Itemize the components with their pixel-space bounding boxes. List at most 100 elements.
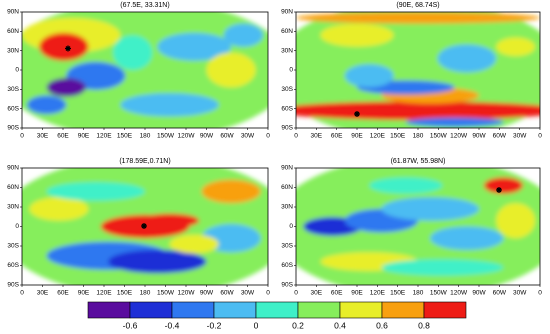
x-tick-label: 60W <box>493 290 507 297</box>
field-region <box>437 44 497 73</box>
star-marker <box>354 111 360 117</box>
field-region <box>39 32 89 61</box>
y-tick-label: 30S <box>7 243 19 250</box>
y-tick-label: 30S <box>281 86 293 93</box>
y-tick-label: 60S <box>281 105 293 112</box>
colorbar-label: 0.8 <box>418 320 430 330</box>
x-tick-label: 120E <box>96 290 112 297</box>
y-tick-label: 60N <box>281 28 293 35</box>
y-tick-label: 30N <box>7 204 19 211</box>
y-tick-label: 90N <box>281 9 293 16</box>
field-region <box>26 95 67 115</box>
x-tick-label: 90E <box>78 133 90 140</box>
x-tick-label: 60W <box>220 290 234 297</box>
x-tick-label: 150E <box>117 133 133 140</box>
field-region <box>29 197 89 221</box>
x-tick-label: 180 <box>140 290 151 297</box>
y-tick-label: 0 <box>289 223 293 230</box>
x-tick-label: 0 <box>20 133 24 140</box>
x-tick-label: 0 <box>266 290 270 297</box>
x-tick-label: 0 <box>266 133 270 140</box>
x-tick-label: 90W <box>200 133 214 140</box>
map-field <box>22 12 268 128</box>
x-tick-label: 0 <box>294 133 298 140</box>
field-region <box>223 23 264 47</box>
y-tick-label: 60N <box>7 184 19 191</box>
y-tick-label: 90N <box>7 165 19 172</box>
field-region <box>157 32 232 61</box>
panel-title: (61.87W, 55.98N) <box>391 158 446 165</box>
x-tick-label: 150W <box>430 133 448 140</box>
x-tick-label: 0 <box>294 290 298 297</box>
x-tick-label: 150W <box>157 133 175 140</box>
y-tick-label: 0 <box>15 67 19 74</box>
field-blobs <box>296 168 540 285</box>
x-tick-label: 120W <box>450 290 468 297</box>
star-marker <box>141 223 147 229</box>
y-tick-label: 90S <box>7 125 19 132</box>
y-tick-label: 90S <box>281 125 293 132</box>
colorbar-box <box>297 301 341 319</box>
y-tick-label: 90N <box>7 9 19 16</box>
x-tick-label: 60W <box>220 133 234 140</box>
field-region <box>169 234 219 254</box>
y-tick-label: 60S <box>7 105 19 112</box>
x-tick-label: 90E <box>351 290 363 297</box>
field-region <box>483 177 523 194</box>
x-tick-label: 30E <box>311 133 323 140</box>
colorbar-box <box>423 301 467 319</box>
x-tick-label: 30W <box>513 290 527 297</box>
x-tick-label: 150E <box>390 290 406 297</box>
panel-title: (90E, 68.74S) <box>396 2 439 9</box>
field-region <box>405 117 504 127</box>
field-region <box>381 197 480 221</box>
x-tick-label: 150W <box>430 290 448 297</box>
field-region <box>320 108 492 120</box>
x-tick-label: 30W <box>241 133 255 140</box>
colorbar-box <box>87 301 131 319</box>
x-tick-label: 90W <box>200 290 214 297</box>
x-tick-label: 90E <box>351 133 363 140</box>
y-tick-label: 90S <box>7 282 19 289</box>
colorbar-box <box>129 301 173 319</box>
panel-title: (178.59E,0.71N) <box>119 158 170 165</box>
field-region <box>320 23 394 47</box>
colorbar-label: -0.6 <box>123 320 138 330</box>
x-tick-label: 120W <box>178 290 196 297</box>
x-tick-label: 30W <box>513 133 527 140</box>
x-tick-label: 90E <box>78 290 90 297</box>
colorbar-label: 0.4 <box>334 320 346 330</box>
panel-title: (67.5E, 33.31N) <box>120 2 169 9</box>
x-tick-label: 180 <box>413 290 424 297</box>
x-tick-label: 30E <box>37 290 49 297</box>
field-region <box>381 259 504 276</box>
field-region <box>496 37 536 57</box>
x-tick-label: 60E <box>57 290 69 297</box>
colorbar-box <box>255 301 299 319</box>
colorbar-box <box>381 301 425 319</box>
field-region <box>344 64 394 88</box>
y-tick-label: 30S <box>281 243 293 250</box>
map-field <box>296 168 540 285</box>
x-tick-label: 60E <box>57 133 69 140</box>
x-tick-label: 60E <box>331 290 343 297</box>
x-tick-label: 90W <box>472 133 486 140</box>
x-tick-label: 180 <box>413 133 424 140</box>
x-tick-label: 120E <box>370 290 386 297</box>
colorbar-label: 0 <box>254 320 259 330</box>
x-tick-label: 150E <box>117 290 133 297</box>
y-tick-label: 60S <box>7 262 19 269</box>
field-region <box>113 35 153 70</box>
colorbar-label: -0.2 <box>207 320 222 330</box>
y-tick-label: 60S <box>281 262 293 269</box>
x-tick-label: 0 <box>20 290 24 297</box>
x-tick-label: 30E <box>37 133 49 140</box>
field-region <box>369 177 443 194</box>
colorbar-box <box>213 301 257 319</box>
y-tick-label: 30N <box>7 47 19 54</box>
colorbar-label: -0.4 <box>165 320 180 330</box>
x-tick-label: 0 <box>538 133 542 140</box>
x-tick-label: 150W <box>157 290 175 297</box>
x-tick-label: 60W <box>493 133 507 140</box>
x-tick-label: 30W <box>241 290 255 297</box>
